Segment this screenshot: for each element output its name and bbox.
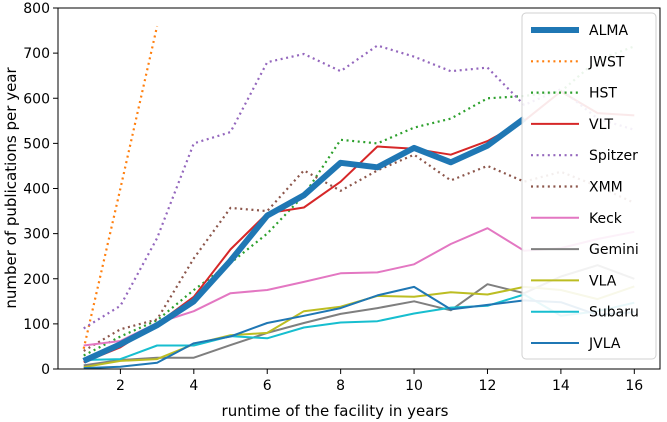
legend-label-vlt: VLT bbox=[589, 117, 613, 133]
legend-label-alma: ALMA bbox=[589, 23, 628, 39]
legend-label-hst: HST bbox=[589, 86, 617, 102]
y-tick-label: 800 bbox=[23, 1, 50, 17]
legend-label-gemini: Gemini bbox=[589, 242, 639, 258]
legend-label-xmm: XMM bbox=[589, 180, 623, 196]
series-line-hst bbox=[83, 45, 635, 357]
series-line-alma bbox=[82, 116, 526, 364]
y-tick-label: 500 bbox=[23, 136, 50, 152]
x-tick-label: 10 bbox=[405, 378, 423, 394]
y-tick-label: 700 bbox=[23, 46, 50, 62]
y-tick-label: 100 bbox=[23, 317, 50, 333]
legend-label-vla: VLA bbox=[589, 273, 617, 289]
x-tick-label: 14 bbox=[552, 378, 570, 394]
y-axis-ticks: 0 100 200 300 400 500 600 700 800 bbox=[23, 1, 58, 378]
plot-frame bbox=[57, 7, 661, 370]
x-tick-label: 6 bbox=[263, 378, 272, 394]
x-tick-label: 4 bbox=[189, 378, 198, 394]
legend-label-subaru: Subaru bbox=[589, 305, 639, 321]
x-tick-label: 16 bbox=[625, 378, 643, 394]
legend-label-jvla: JVLA bbox=[588, 336, 621, 352]
y-axis-label: number of publications per year bbox=[2, 67, 20, 309]
legend-label-keck: Keck bbox=[589, 211, 623, 227]
legend-label-spitzer: Spitzer bbox=[589, 148, 638, 164]
x-tick-label: 12 bbox=[479, 378, 497, 394]
legend-box bbox=[521, 12, 657, 360]
x-axis-label: runtime of the facility in years bbox=[222, 402, 449, 420]
y-tick-label: 300 bbox=[23, 227, 50, 243]
x-tick-label: 2 bbox=[116, 378, 125, 394]
y-tick-label: 400 bbox=[23, 182, 50, 198]
x-axis-ticks: 2 4 6 8 10 12 14 16 bbox=[116, 369, 643, 394]
y-tick-label: 600 bbox=[23, 91, 50, 107]
legend-label-jwst: JWST bbox=[588, 54, 625, 70]
legend: ALMA JWST HST VLT Spitzer XMM Keck Gemini VLA Sub… bbox=[521, 12, 657, 360]
y-tick-label: 0 bbox=[41, 362, 50, 378]
y-tick-label: 200 bbox=[23, 272, 50, 288]
series-line-jwst bbox=[82, 25, 159, 349]
x-tick-label: 8 bbox=[336, 378, 345, 394]
